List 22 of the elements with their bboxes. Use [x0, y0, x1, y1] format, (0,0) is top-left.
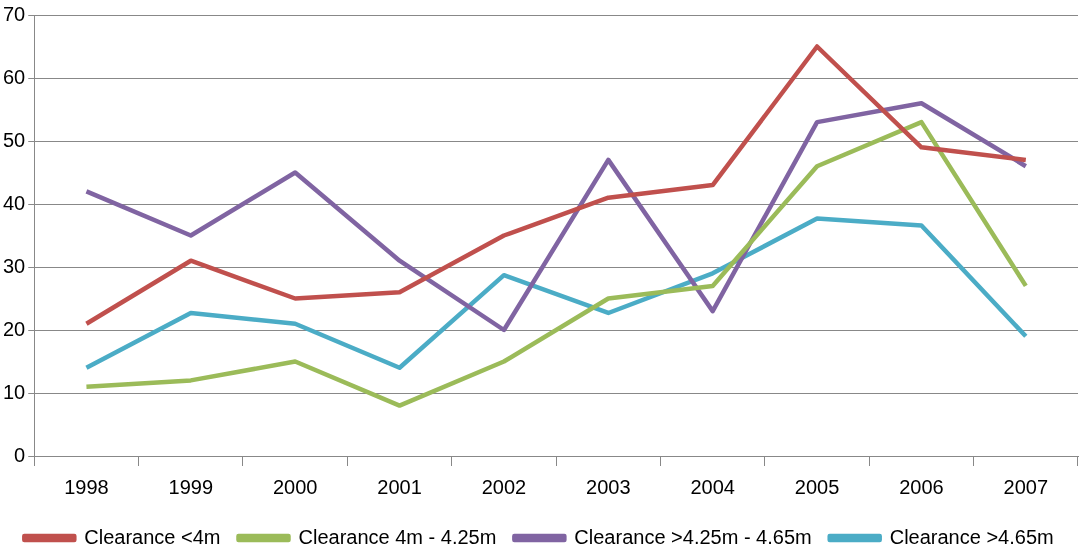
legend-label: Clearance <4m — [84, 525, 221, 548]
y-tick-label: 60 — [3, 65, 26, 88]
legend-label: Clearance 4m - 4.25m — [298, 525, 497, 548]
x-tick-label: 2002 — [481, 475, 527, 498]
x-tick-label: 2001 — [377, 475, 422, 498]
x-tick-label: 2005 — [794, 475, 840, 498]
legend-label: Clearance >4.25m - 4.65m — [574, 525, 812, 548]
x-tick-label: 1998 — [64, 475, 109, 498]
y-tick-label: 20 — [3, 317, 26, 340]
y-tick-label: 70 — [3, 2, 26, 25]
x-tick-label: 2000 — [272, 475, 318, 498]
x-tick-label: 2003 — [586, 475, 631, 498]
y-tick-label: 50 — [3, 128, 26, 151]
x-tick-label: 1999 — [168, 475, 214, 498]
y-tick-label: 30 — [3, 254, 26, 277]
y-tick-label: 10 — [3, 380, 26, 403]
y-tick-label: 0 — [14, 443, 26, 466]
y-tick-label: 40 — [3, 191, 26, 214]
legend-label: Clearance >4.65m — [889, 525, 1054, 548]
x-tick-label: 2006 — [899, 475, 944, 498]
x-tick-label: 2004 — [690, 475, 735, 498]
x-tick-label: 2007 — [1003, 475, 1049, 498]
